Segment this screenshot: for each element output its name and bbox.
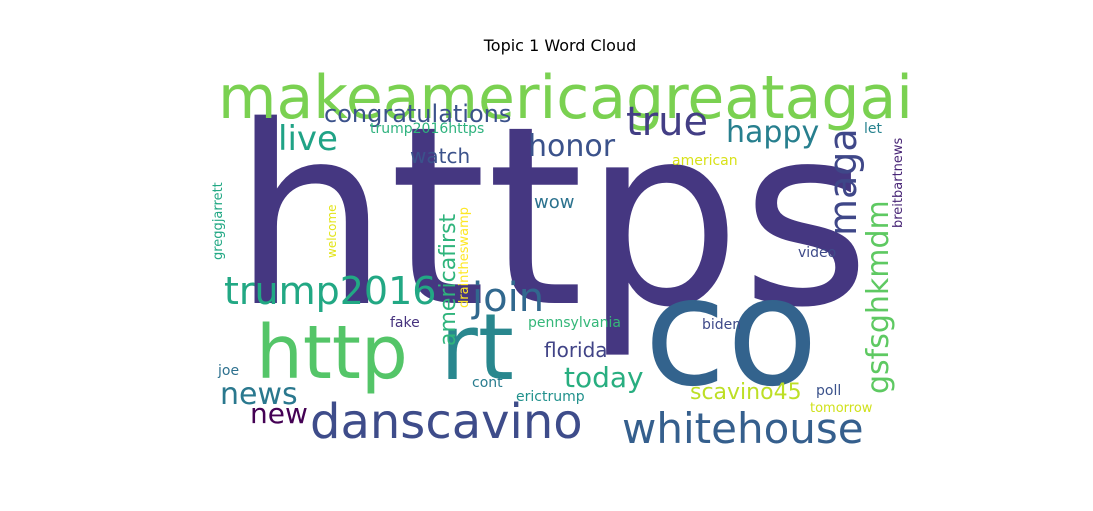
word-biden: biden — [702, 317, 742, 333]
word-maga: maga — [821, 128, 865, 236]
word-joe: joe — [218, 363, 240, 379]
word-happy: happy — [726, 115, 820, 150]
word-cloud: https co makeamericagreatagain rt http dansca… — [212, 62, 908, 454]
word-co: co — [644, 246, 819, 420]
word-drainthes-wamp: draintheswamp — [457, 206, 472, 308]
word-greggjarrett: greggjarrett — [212, 182, 226, 260]
word-true: true — [626, 99, 709, 145]
word-erictrump: erictrump — [516, 389, 585, 405]
word-wow: wow — [534, 192, 575, 213]
word-https: https — [232, 74, 871, 362]
word-pennsylvania: pennsylvania — [528, 315, 621, 331]
word-new: new — [250, 397, 308, 430]
word-watch: watch — [410, 144, 471, 168]
word-scavino45: scavino45 — [690, 380, 802, 405]
word-http: http — [256, 310, 408, 396]
word-danscavino: danscavino — [310, 394, 583, 450]
word-welcome: welcome — [325, 204, 339, 258]
word-poll: poll — [816, 383, 842, 399]
word-join: join — [472, 275, 545, 321]
word-news: news — [220, 377, 298, 412]
word-honor: honor — [528, 129, 616, 164]
word-cont: cont — [472, 375, 503, 391]
word-fake: fake — [390, 315, 420, 331]
word-live: live — [278, 119, 338, 159]
word-breitbartnews: breitbartnews — [891, 137, 906, 228]
word-florida: florida — [544, 338, 608, 362]
word-gsfsghkmdm: gsfsghkmdm — [861, 200, 896, 394]
word-video: video — [798, 245, 837, 261]
word-makeamericagreatagain: makeamericagreatagain — [218, 63, 908, 133]
word-today: today — [564, 361, 644, 394]
word-trump2016https: trump2016https — [370, 121, 485, 137]
word-trump2016: trump2016 — [224, 269, 437, 313]
word-let: let — [864, 121, 882, 137]
word-whitehouse: whitehouse — [622, 404, 864, 453]
word-american: american — [672, 153, 738, 169]
word-congratulations: congratulations — [324, 100, 512, 128]
word-rt: rt — [440, 294, 514, 401]
word-tomorrow: tomorrow — [810, 401, 873, 416]
chart-title: Topic 1 Word Cloud — [483, 36, 637, 55]
